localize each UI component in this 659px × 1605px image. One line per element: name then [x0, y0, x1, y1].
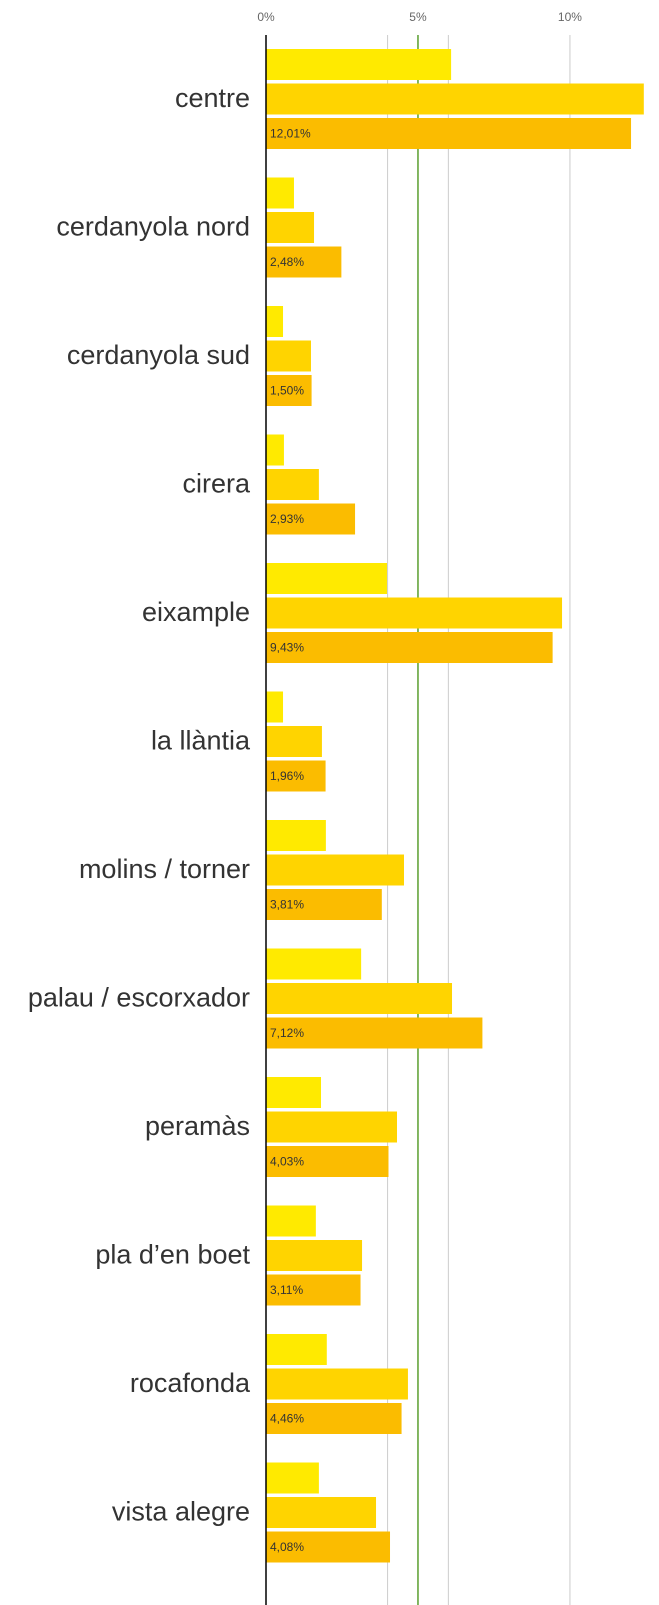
bar: [266, 469, 319, 500]
bar: [266, 1205, 316, 1237]
bar: [266, 434, 284, 466]
bar: [266, 503, 356, 535]
x-tick-label: 0%: [257, 10, 275, 24]
bar: [266, 118, 632, 149]
category-label: centre: [175, 83, 250, 113]
bar: [266, 177, 294, 209]
bar: [266, 83, 644, 115]
category-label: peramàs: [145, 1111, 250, 1141]
value-label: 4,03%: [270, 1155, 304, 1169]
bar: [266, 1274, 361, 1306]
bar: [266, 726, 322, 757]
category-label: molins / torner: [79, 854, 250, 884]
bar: [266, 632, 553, 663]
bar: [266, 1146, 389, 1177]
category-label: cirera: [182, 469, 250, 499]
value-label: 2,48%: [270, 255, 304, 269]
bar: [266, 1403, 402, 1434]
bar: [266, 1077, 322, 1108]
bar: [266, 597, 563, 629]
value-label: 1,50%: [270, 384, 304, 398]
bar: [266, 1334, 327, 1365]
category-label: rocafonda: [130, 1368, 251, 1398]
bar: [266, 306, 284, 337]
bar: [266, 854, 404, 886]
bar: [266, 1240, 363, 1271]
bar: [266, 1111, 397, 1143]
bar: [266, 340, 311, 372]
bar: [266, 691, 284, 723]
category-label: la llàntia: [151, 726, 251, 756]
category-label: vista alegre: [112, 1497, 250, 1527]
value-label: 7,12%: [270, 1026, 304, 1040]
bar: [266, 375, 312, 406]
bar: [266, 1531, 391, 1563]
bar: [266, 1368, 408, 1400]
bar: [266, 246, 342, 278]
bar: [266, 820, 326, 851]
bar: [266, 760, 326, 792]
bar: [266, 1017, 483, 1049]
value-label: 3,81%: [270, 898, 304, 912]
bar: [266, 212, 315, 243]
category-label: eixample: [142, 597, 250, 627]
x-tick-label: 5%: [409, 10, 427, 24]
bar: [266, 563, 387, 594]
value-label: 1,96%: [270, 769, 304, 783]
value-label: 2,93%: [270, 512, 304, 526]
bar: [266, 1497, 377, 1528]
value-label: 3,11%: [270, 1283, 303, 1297]
bar: [266, 948, 362, 980]
bar: [266, 49, 452, 80]
value-label: 4,08%: [270, 1540, 304, 1554]
bar: [266, 983, 453, 1014]
value-label: 9,43%: [270, 641, 304, 655]
bar: [266, 889, 382, 920]
x-tick-label: 10%: [558, 10, 582, 24]
category-label: palau / escorxador: [28, 983, 250, 1013]
value-label: 12,01%: [270, 127, 311, 141]
category-label: cerdanyola nord: [56, 212, 250, 242]
bar: [266, 1462, 319, 1494]
category-label: cerdanyola sud: [67, 340, 250, 370]
category-label: pla d’en boet: [95, 1240, 250, 1270]
value-label: 4,46%: [270, 1412, 304, 1426]
